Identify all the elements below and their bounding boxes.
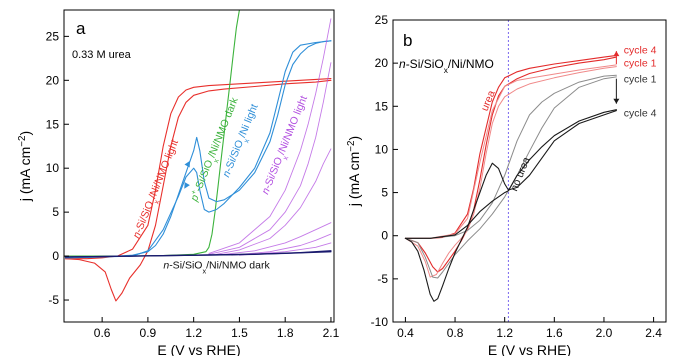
panel-a-plot-frame	[63, 9, 335, 323]
panel-b-x-axis-label: E (V vs RHE)	[488, 342, 571, 356]
x-tick-label: 1.5	[231, 326, 248, 340]
curve-nsi_ni_nmo_light-0	[64, 79, 332, 302]
y-tick-label: 10	[375, 142, 389, 156]
panel-a-annotation: 0.33 M urea	[72, 49, 132, 61]
y-tick-label: 0	[52, 249, 59, 263]
curve-no_urea_cycle4-0	[404, 110, 617, 302]
x-tick-label: 0.9	[140, 326, 157, 340]
curve-nsi_ni_nmo_light_cycles-2	[216, 148, 332, 255]
scan-direction-arrow	[184, 182, 190, 189]
x-tick-label: 2.0	[596, 326, 613, 340]
panel-a-x-axis-label: E (V vs RHE)	[157, 342, 240, 356]
panel-a-y-axis-label: j (mA cm−2)	[17, 131, 34, 202]
curve-no_urea_cycle1-0	[404, 76, 617, 279]
scan-direction-arrow	[184, 160, 191, 168]
curve-urea_cycle4-0	[404, 56, 617, 273]
panel-b-plot-frame	[392, 19, 667, 323]
cycle-arrow-head	[613, 98, 620, 104]
panel-a-letter: a	[76, 19, 86, 38]
cycle-label: cycle 4	[624, 107, 657, 119]
y-tick-label: -10	[371, 315, 389, 329]
y-tick-label: 20	[375, 56, 389, 70]
x-tick-label: 1.6	[546, 326, 563, 340]
curve-urea_cycle1-1	[404, 64, 617, 239]
panel-b-y-axis-label: j (mA cm−2)	[346, 136, 363, 207]
y-tick-label: 20	[46, 73, 60, 87]
curve-nsi_ni_nmo_light_cycles-4	[231, 233, 332, 256]
y-tick-label: 5	[381, 186, 388, 200]
panel-a-ticks: 0.6 0.9 1.2 1.5 1.8 2.1 -5 0 5 10 15 20 25	[46, 29, 340, 340]
cycle-label: cycle 4	[624, 44, 657, 56]
curve-nsi_ni_nmo_dark-1	[64, 251, 332, 258]
cycle-arrow-head	[613, 51, 620, 57]
x-tick-label: 1.8	[277, 326, 294, 340]
y-tick-label: 10	[46, 161, 60, 175]
x-tick-label: 0.6	[94, 326, 111, 340]
curve-nsi_ni_nmo_light_cycles-0	[208, 18, 332, 254]
curve-no_urea_cycle4-1	[404, 109, 617, 239]
cycle-label: cycle 1	[624, 57, 657, 69]
y-tick-label: 25	[46, 29, 60, 43]
panel-b-letter: b	[403, 31, 412, 50]
curve-nsi_ni_light-0	[64, 40, 332, 259]
curve-nsi_ni_light-1	[64, 40, 332, 259]
panel-a-curves	[64, 10, 332, 302]
y-tick-label: 15	[375, 99, 389, 113]
panel-b-annotation: n-Si/SiOx/Ni/NMO	[399, 57, 494, 75]
x-tick-label: 1.2	[496, 326, 513, 340]
y-tick-label: 25	[375, 13, 389, 27]
curve-label: n-Si/SiOx/Ni/NMO dark	[163, 259, 270, 275]
x-tick-label: 1.2	[185, 326, 202, 340]
y-tick-label: 15	[46, 117, 60, 131]
panel-b-ticks: 0.4 0.8 1.2 1.6 2.0 2.4 -10 -5 0 5 10 15 20 25	[371, 13, 663, 340]
curve-no_urea_cycle1-1	[404, 74, 617, 239]
y-tick-label: 5	[52, 205, 59, 219]
y-tick-label: 0	[381, 229, 388, 243]
curve-nsi_ni_nmo_light-1	[64, 78, 332, 260]
y-tick-label: -5	[48, 293, 59, 307]
curve-nsi_ni_nmo_light_cycles-1	[208, 62, 332, 255]
x-tick-label: 2.4	[645, 326, 662, 340]
curve-nsi_ni_nmo_light_cycles-3	[223, 222, 332, 255]
y-tick-label: -5	[377, 272, 388, 286]
panel-b-curves	[404, 54, 617, 302]
x-tick-label: 0.4	[397, 326, 414, 340]
x-tick-label: 0.8	[447, 326, 464, 340]
x-tick-label: 2.1	[323, 326, 340, 340]
cycle-label: cycle 1	[624, 74, 657, 86]
